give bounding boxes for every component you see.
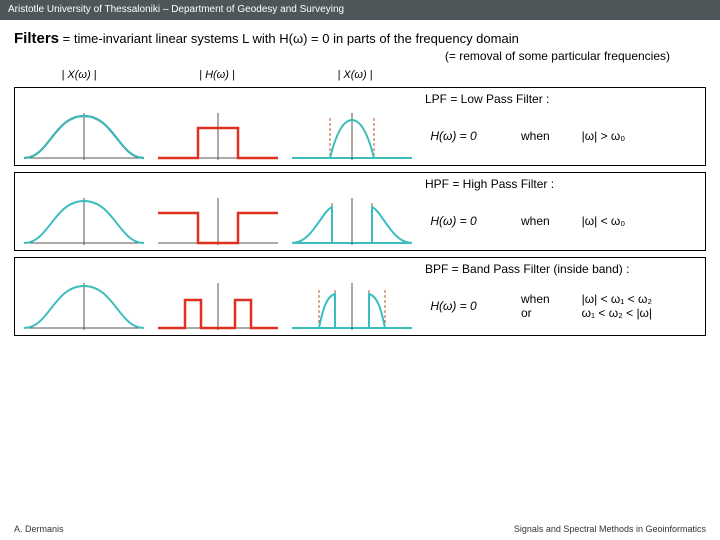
lpf-cond-expr: |ω| > ω₀ <box>582 129 692 143</box>
lpf-cond: H(ω) = 0 when |ω| > ω₀ <box>417 129 705 143</box>
bpf-cond-expr: |ω| < ω₁ < ω₂ ω₁ < ω₂ < |ω| <box>582 292 692 320</box>
title-bold: Filters <box>14 30 59 47</box>
column-labels: | X(ω) | | H(ω) | | X(ω) | <box>0 69 720 81</box>
footer-left: A. Dermanis <box>14 524 64 534</box>
bpf-output-chart <box>287 278 417 333</box>
bpf-cond-h: H(ω) = 0 <box>430 299 510 313</box>
title-row: Filters = time-invariant linear systems … <box>0 20 720 49</box>
col2-label: | H(ω) | <box>152 69 282 81</box>
bpf-cond-when: when or <box>521 292 571 320</box>
bpf-row: H(ω) = 0 when or |ω| < ω₁ < ω₂ ω₁ < ω₂ <… <box>15 278 705 333</box>
bpf-cond: H(ω) = 0 when or |ω| < ω₁ < ω₂ ω₁ < ω₂ <… <box>417 292 705 320</box>
hpf-cond: H(ω) = 0 when |ω| < ω₀ <box>417 214 705 228</box>
lpf-output-chart <box>287 108 417 163</box>
subtitle: (= removal of some particular frequencie… <box>0 49 720 69</box>
lpf-cond-h: H(ω) = 0 <box>430 129 510 143</box>
hpf-transfer-chart <box>153 193 283 248</box>
hpf-block: HPF = High Pass Filter : H(ω) = 0 when |… <box>14 172 706 251</box>
hpf-title: HPF = High Pass Filter : <box>15 173 705 193</box>
bpf-title: BPF = Band Pass Filter (inside band) : <box>15 258 705 278</box>
hpf-cond-h: H(ω) = 0 <box>430 214 510 228</box>
footer: A. Dermanis Signals and Spectral Methods… <box>0 524 720 534</box>
col1-label: | X(ω) | <box>14 69 144 81</box>
hpf-cond-expr: |ω| < ω₀ <box>582 214 692 228</box>
bpf-transfer-chart <box>153 278 283 333</box>
lpf-title: LPF = Low Pass Filter : <box>15 88 705 108</box>
hpf-cond-when: when <box>521 214 571 228</box>
lpf-block: LPF = Low Pass Filter : H(ω) = 0 when |ω… <box>14 87 706 166</box>
hpf-output-chart <box>287 193 417 248</box>
bpf-block: BPF = Band Pass Filter (inside band) : H… <box>14 257 706 336</box>
hpf-input-chart <box>19 193 149 248</box>
lpf-row: H(ω) = 0 when |ω| > ω₀ <box>15 108 705 163</box>
title-rest: = time-invariant linear systems L with H… <box>59 31 519 46</box>
footer-right: Signals and Spectral Methods in Geoinfor… <box>514 524 706 534</box>
bpf-input-chart <box>19 278 149 333</box>
lpf-input-chart <box>19 108 149 163</box>
hpf-row: H(ω) = 0 when |ω| < ω₀ <box>15 193 705 248</box>
lpf-transfer-chart <box>153 108 283 163</box>
lpf-cond-when: when <box>521 129 571 143</box>
header-bar: Aristotle University of Thessaloniki – D… <box>0 0 720 20</box>
col3-label: | X(ω) | <box>290 69 420 81</box>
